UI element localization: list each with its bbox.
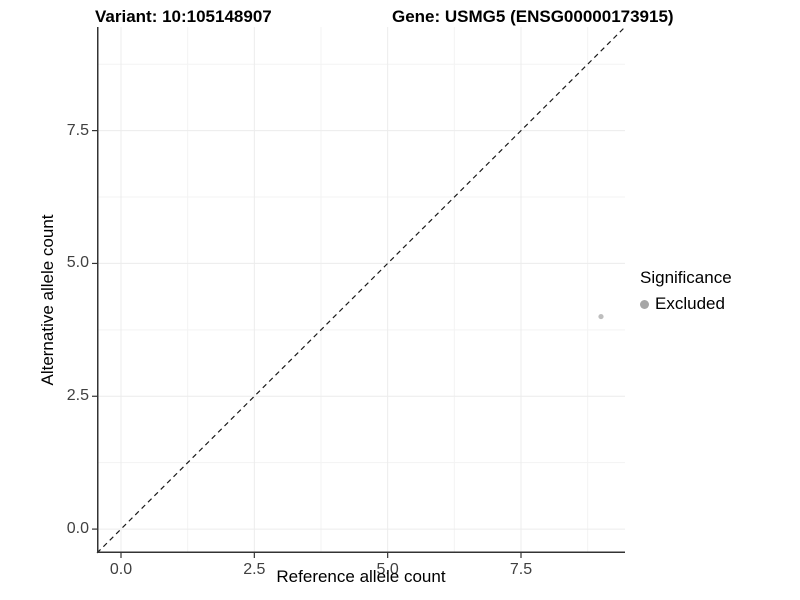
x-tick-label: 0.0 [109, 561, 133, 578]
plot-panel [92, 26, 626, 558]
excluded-point-icon [640, 299, 649, 309]
data-point-excluded [598, 313, 604, 320]
legend-entry-excluded: Excluded [640, 294, 732, 314]
gene-title: Gene: USMG5 (ENSG00000173915) [392, 7, 674, 26]
y-axis-title: Alternative allele count [38, 214, 57, 386]
legend-title: Significance [640, 268, 732, 287]
y-tick-label: 5.0 [66, 254, 89, 272]
y-tick-label: 7.5 [66, 121, 89, 139]
legend: Significance Excluded [640, 268, 732, 314]
plot-svg [92, 26, 626, 558]
y-tick-label: 0.0 [66, 520, 89, 538]
x-tick-label: 5.0 [376, 561, 399, 578]
y-tick-label: 2.5 [66, 387, 89, 405]
variant-title: Variant: 10:105148907 [95, 7, 272, 26]
identity-dashed-line [96, 26, 626, 554]
x-axis-title: Reference allele count [276, 567, 446, 586]
legend-entry-label: Excluded [655, 294, 725, 313]
x-tick-label: 7.5 [509, 561, 533, 578]
x-tick-label: 2.5 [243, 561, 266, 578]
